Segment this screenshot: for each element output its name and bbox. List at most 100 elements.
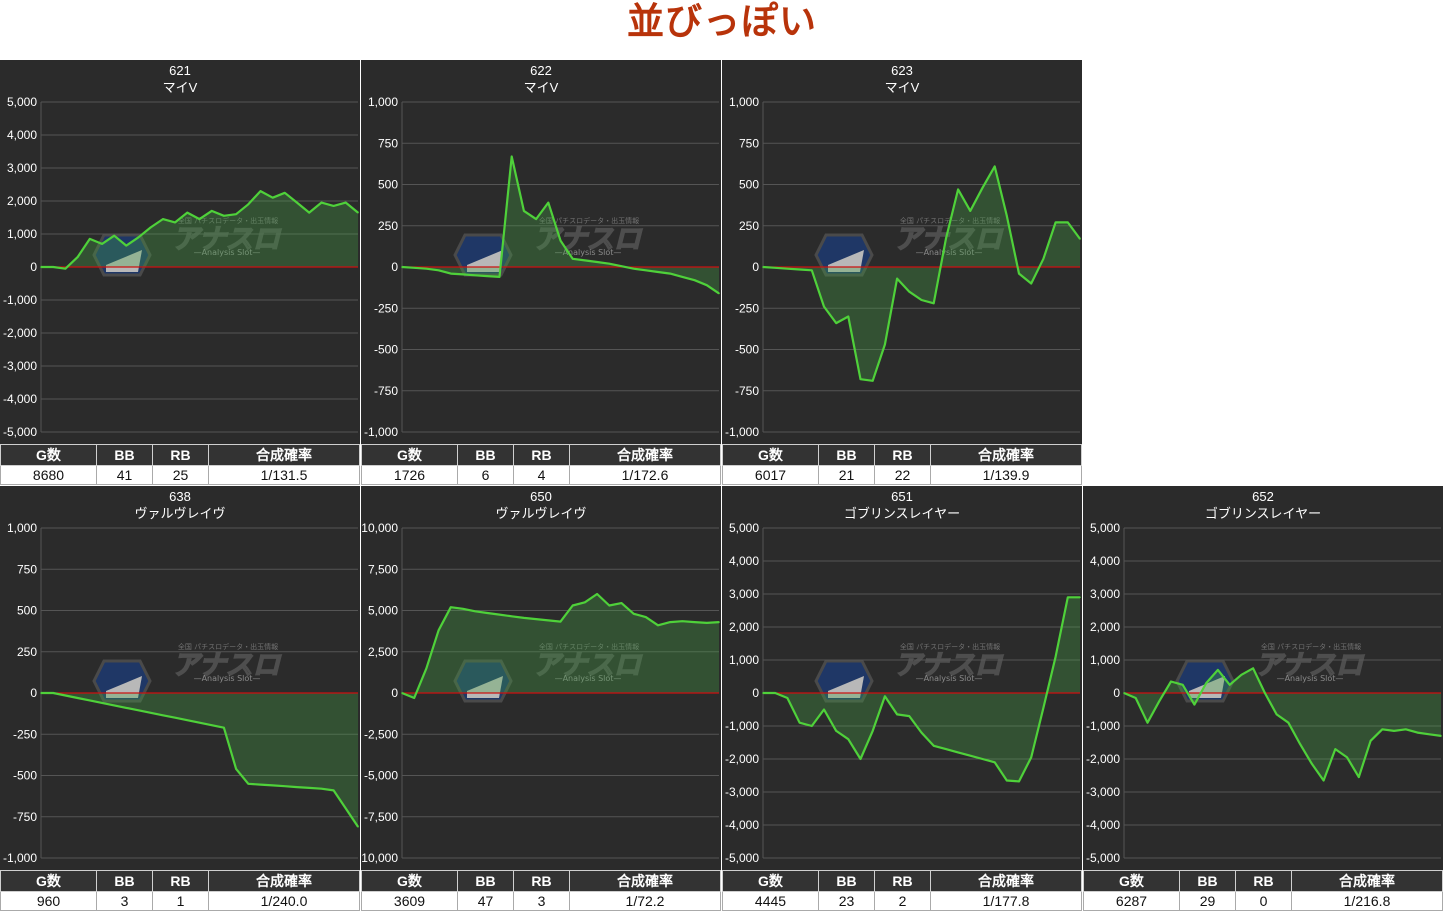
watermark-subtitle: —Analysis Slot— xyxy=(916,248,983,257)
data-point xyxy=(835,322,837,324)
chart-area: 10,000 7,500 5,000 2,500 0 -2,500 -5,000 -7,500… xyxy=(361,486,721,870)
stats-value-row: 3609 47 3 1/72.2 xyxy=(361,891,721,911)
data-point xyxy=(462,273,464,276)
data-point xyxy=(486,275,489,277)
data-point xyxy=(125,244,128,247)
data-point xyxy=(993,761,996,764)
data-point xyxy=(811,725,813,727)
data-point xyxy=(774,692,776,694)
games-value: 3609 xyxy=(361,891,458,911)
watermark-subtitle: —Analysis Slot— xyxy=(916,674,983,683)
data-point xyxy=(547,619,550,622)
games-header: G数 xyxy=(361,870,458,892)
data-point xyxy=(271,196,274,199)
data-point xyxy=(571,604,574,607)
rb-value: 1 xyxy=(152,891,209,911)
machine-name: ヴァルヴレイヴ xyxy=(134,506,226,521)
data-point xyxy=(620,602,623,604)
data-point xyxy=(1299,743,1301,745)
bb-header: BB xyxy=(96,870,153,892)
rate-value: 1/177.8 xyxy=(930,891,1082,911)
rb-header: RB xyxy=(513,444,570,466)
data-point xyxy=(113,704,115,707)
machine-name: マイV xyxy=(162,80,198,95)
data-point xyxy=(859,758,862,760)
data-point xyxy=(198,721,201,724)
rate-header: 合成確率 xyxy=(569,444,721,466)
data-point xyxy=(1067,221,1069,224)
data-point xyxy=(871,380,874,382)
data-point xyxy=(450,272,452,275)
watermark-tagline: 全国 パチスロデータ・出玉情報 xyxy=(178,216,278,225)
y-tick-label: 500 xyxy=(378,178,398,192)
y-tick-label: 1,000 xyxy=(729,653,759,667)
data-point xyxy=(847,315,850,318)
rate-value: 1/216.8 xyxy=(1291,891,1443,911)
data-point xyxy=(669,621,671,623)
y-tick-label: -1,000 xyxy=(1086,719,1120,733)
y-tick-label: -500 xyxy=(735,343,759,357)
games-value: 1726 xyxy=(361,465,458,485)
data-point xyxy=(1018,272,1020,275)
data-point xyxy=(969,754,972,757)
data-point xyxy=(981,758,984,760)
data-point xyxy=(186,719,189,721)
watermark-logo-text: アナスロ xyxy=(1255,650,1364,681)
games-header: G数 xyxy=(361,444,458,466)
data-point xyxy=(425,267,428,270)
data-point xyxy=(871,730,874,732)
data-point xyxy=(462,608,464,610)
rate-header: 合成確率 xyxy=(569,870,721,892)
data-point xyxy=(584,601,586,604)
stats-header-row: G数 BB RB 合成確率 xyxy=(1083,870,1443,892)
data-point xyxy=(1123,692,1125,694)
y-tick-label: 10,000 xyxy=(361,521,398,535)
data-point xyxy=(762,266,764,268)
bb-value: 21 xyxy=(818,465,875,485)
y-tick-label: -7,500 xyxy=(364,810,398,824)
series-area xyxy=(763,166,1080,381)
y-tick-label: -5,000 xyxy=(3,425,37,439)
rate-header: 合成確率 xyxy=(208,870,360,892)
data-point xyxy=(1405,728,1407,731)
data-point xyxy=(401,266,403,268)
y-tick-label: -750 xyxy=(374,384,398,398)
games-value: 6017 xyxy=(722,465,819,485)
data-point xyxy=(52,266,54,268)
stats-header-row: G数 BB RB 合成確率 xyxy=(722,444,1082,466)
y-tick-label: 5,000 xyxy=(729,521,759,535)
watermark-logo-text: アナスロ xyxy=(533,224,642,255)
data-point xyxy=(859,378,862,381)
data-point xyxy=(693,621,696,623)
data-point xyxy=(823,708,825,711)
data-point xyxy=(64,694,67,697)
chart-area: 1,000 750 500 250 0 -250 -500 -750 -1,000 全国 パチスロ… xyxy=(0,486,360,870)
watermark-tagline: 全国 パチスロデータ・出玉情報 xyxy=(1261,642,1361,651)
data-point xyxy=(413,697,415,699)
data-point xyxy=(1240,674,1243,676)
data-point xyxy=(945,238,947,240)
machine-name: ゴブリンスレイヤー xyxy=(1204,506,1322,521)
watermark-subtitle: —Analysis Slot— xyxy=(194,248,261,257)
data-point xyxy=(474,610,476,613)
rb-value: 22 xyxy=(874,465,931,485)
bb-header: BB xyxy=(818,870,875,892)
data-point xyxy=(308,211,311,214)
data-point xyxy=(1134,697,1137,699)
data-point xyxy=(1054,655,1057,658)
chart-panel-621: 5,000 4,000 3,000 2,000 1,000 0 -1,000 -2,000 -3… xyxy=(0,60,360,485)
y-tick-label: 0 xyxy=(391,260,398,274)
rate-value: 1/139.9 xyxy=(930,465,1082,485)
data-point xyxy=(1346,756,1348,759)
series-line xyxy=(1123,667,1442,782)
bb-value: 6 xyxy=(457,465,514,485)
bb-value: 29 xyxy=(1179,891,1236,911)
y-tick-label: -1,000 xyxy=(364,425,398,439)
y-tick-label: 2,000 xyxy=(729,620,759,634)
data-point xyxy=(1042,258,1045,260)
watermark-logo-text: アナスロ xyxy=(172,224,281,255)
data-point xyxy=(1146,721,1149,724)
